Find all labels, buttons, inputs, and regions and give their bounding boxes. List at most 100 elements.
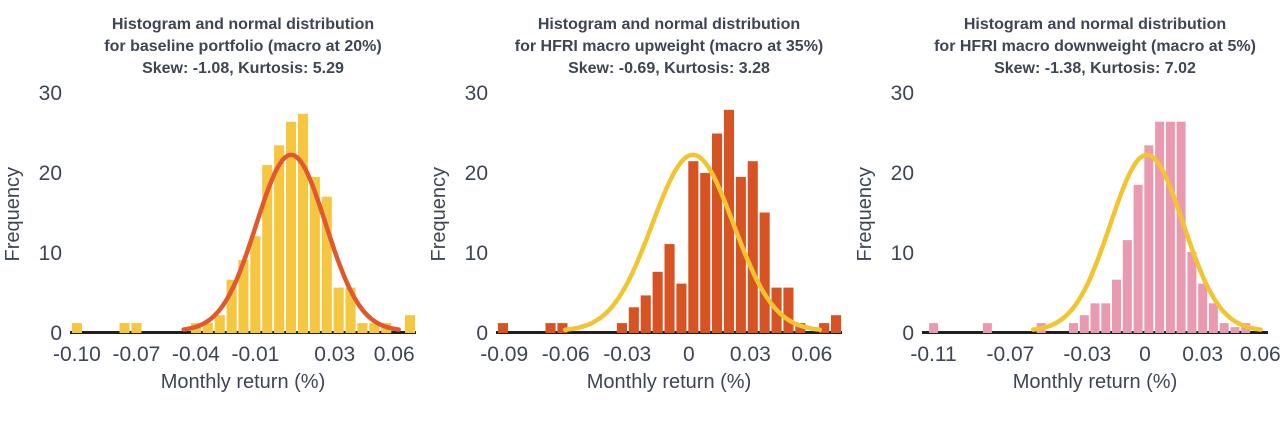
- histogram-bar: [640, 295, 651, 333]
- x-axis-ticks: -0.09 -0.06 -0.03 0 0.03 0.06: [480, 343, 842, 367]
- histogram-bar: [982, 323, 992, 333]
- panel-baseline-portfolio: Histogram and normal distribution for ba…: [0, 0, 426, 425]
- y-axis-title: Frequency: [852, 94, 878, 334]
- histogram-chart-canvas: [922, 121, 1268, 334]
- y-axis-ticks: 30 20 10 0: [26, 82, 70, 345]
- histogram-bar: [676, 283, 687, 333]
- histogram-bar: [1176, 121, 1186, 333]
- x-tick-label: 0.03: [1182, 343, 1224, 366]
- y-tick-label: 10: [464, 242, 488, 265]
- x-tick-label: 0: [1139, 343, 1151, 366]
- histogram-bar: [1079, 315, 1089, 333]
- histogram-bar: [286, 121, 297, 333]
- histogram-bar: [747, 161, 758, 333]
- x-tick-label: -0.01: [231, 343, 280, 366]
- y-tick-label: 20: [464, 161, 488, 185]
- x-tick-label: 0.03: [729, 343, 771, 366]
- histogram-bar: [214, 315, 225, 333]
- y-axis-title: Frequency: [0, 94, 26, 334]
- x-tick-label: -0.04: [171, 343, 220, 366]
- plot-row: Frequency 30 20 10 0: [426, 82, 852, 345]
- histogram-bar: [1230, 327, 1240, 333]
- y-tick-label: 20: [890, 161, 914, 185]
- histogram-bar: [1165, 121, 1175, 333]
- chart-title-line-2: for HFRI macro downweight (macro at 5%): [934, 38, 1256, 55]
- chart-title-line-1: Histogram and normal distribution: [537, 16, 801, 33]
- histogram-bars: [71, 113, 416, 334]
- x-tick-label: -0.07: [112, 343, 161, 366]
- histogram-bar: [819, 323, 830, 333]
- x-axis-ticks: -0.11 -0.07 -0.03 0 0.03 0.06: [910, 343, 1280, 367]
- x-tick-label: -0.07: [986, 343, 1035, 366]
- histogram-chart-canvas: [70, 113, 416, 334]
- histogram-bar: [131, 323, 142, 333]
- histogram-bar: [688, 161, 699, 333]
- histogram-bar: [723, 109, 734, 333]
- x-axis-ticks: -0.10 -0.07 -0.04 -0.01 0.03 0.06: [53, 343, 416, 367]
- histogram-bar: [1219, 323, 1229, 333]
- x-axis-title: Monthly return (%): [586, 371, 752, 393]
- x-tick-label: -0.09: [480, 343, 529, 366]
- x-tick-label: 0.06: [373, 343, 415, 366]
- histogram-bar: [345, 287, 356, 333]
- histogram-bar: [333, 287, 344, 333]
- y-tick-label: 0: [50, 322, 62, 345]
- x-axis-title: Monthly return (%): [1012, 371, 1178, 393]
- histogram-bar: [119, 323, 130, 333]
- y-tick-label: 30: [890, 82, 914, 105]
- histogram-bar: [1208, 303, 1218, 333]
- histogram-bar: [71, 323, 82, 333]
- histogram-bar: [712, 133, 723, 333]
- chart-title: Histogram and normal distribution for ba…: [70, 14, 416, 80]
- histogram-bar: [250, 236, 261, 333]
- histogram-bar: [664, 244, 675, 333]
- histogram-bar: [497, 323, 508, 333]
- histogram-bar: [700, 173, 711, 333]
- histogram-bar: [1133, 184, 1143, 333]
- histogram-bar: [405, 315, 416, 333]
- histogram-bar: [238, 259, 249, 333]
- x-tick-label: 0.06: [791, 343, 833, 366]
- x-tick-label: -0.03: [1063, 343, 1112, 366]
- chart-title-line-1: Histogram and normal distribution: [963, 16, 1227, 33]
- histogram-bar: [1122, 240, 1132, 333]
- histogram-bars: [497, 109, 842, 334]
- chart-title: Histogram and normal distribution for HF…: [496, 14, 842, 80]
- histogram-bar: [616, 323, 627, 333]
- histogram-bar: [759, 212, 770, 333]
- histogram-bars: [929, 121, 1251, 333]
- histogram-bar: [226, 279, 237, 333]
- x-axis-title: Monthly return (%): [160, 371, 326, 393]
- y-tick-label: 30: [38, 82, 62, 105]
- panel-hfri-macro-upweight: Histogram and normal distribution for HF…: [426, 0, 852, 425]
- histogram-bar: [1101, 303, 1111, 333]
- plot-row: Frequency 30 20 10 0: [852, 82, 1278, 345]
- x-tick-label: -0.03: [603, 343, 652, 366]
- y-tick-label: 20: [38, 161, 62, 185]
- histogram-bar: [1155, 121, 1165, 333]
- chart-title-line-3: Skew: -1.38, Kurtosis: 7.02: [994, 60, 1196, 77]
- x-tick-label: -0.11: [910, 343, 957, 366]
- histogram-chart-canvas: [496, 109, 842, 334]
- histogram-bar: [1187, 252, 1197, 333]
- normal-distribution-curve: [1030, 152, 1263, 332]
- chart-title-line-3: Skew: -0.69, Kurtosis: 3.28: [568, 60, 770, 77]
- histogram-bar: [357, 323, 368, 333]
- y-tick-label: 30: [464, 82, 488, 105]
- histogram-bar: [262, 165, 273, 333]
- y-axis-title-text: Frequency: [1, 166, 24, 262]
- histogram-bar: [1112, 279, 1121, 333]
- histogram-bar: [309, 176, 320, 333]
- y-axis-title-text: Frequency: [853, 166, 876, 262]
- plot-area: [922, 94, 1268, 334]
- histogram-bar: [735, 176, 746, 333]
- histogram-bar: [274, 145, 285, 333]
- histogram-bar: [1090, 303, 1100, 333]
- y-axis-ticks: 30 20 10 0: [878, 82, 922, 345]
- chart-title: Histogram and normal distribution for HF…: [922, 14, 1268, 80]
- histogram-bar: [297, 113, 308, 334]
- y-axis-title: Frequency: [426, 94, 452, 334]
- plot-area: [70, 94, 416, 334]
- histogram-bar: [557, 323, 568, 333]
